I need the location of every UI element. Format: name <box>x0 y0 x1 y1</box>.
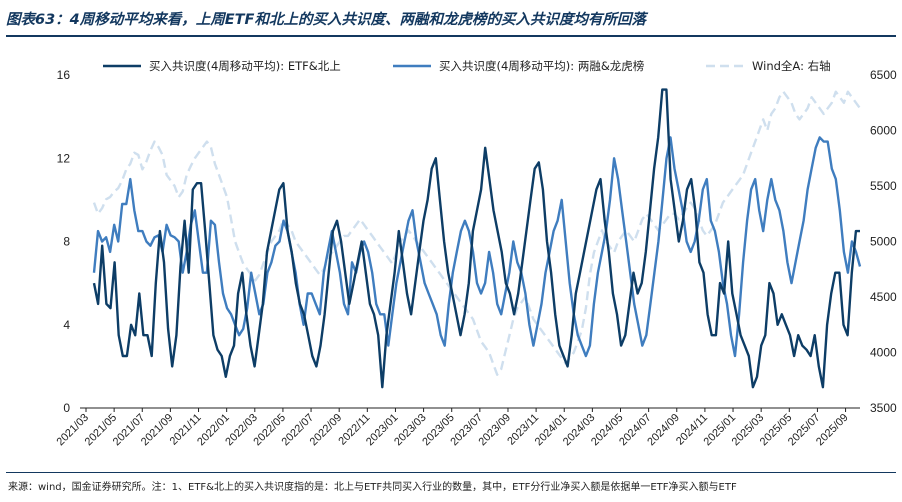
legend-label-3: Wind全A: 右轴 <box>752 59 831 73</box>
y-right-tick-label: 5000 <box>870 235 897 249</box>
title-divider <box>6 35 896 37</box>
y-left-tick-label: 12 <box>57 151 71 165</box>
series-line-1 <box>92 88 860 389</box>
y-right-tick-label: 4000 <box>870 346 897 360</box>
x-tick-label: 2025/09 <box>814 412 851 449</box>
footer-divider <box>6 472 896 473</box>
legend-label-1: 买入共识度(4周移动平均): ETF&北上 <box>149 59 341 73</box>
y-right-tick-label: 6500 <box>870 68 897 82</box>
y-left-tick-label: 16 <box>57 68 71 82</box>
y-right-tick-label: 4500 <box>870 290 897 304</box>
y-left-tick-label: 0 <box>63 401 70 415</box>
series-line-2 <box>92 136 862 358</box>
line-chart: 048121635004000450050005500600065002021/… <box>55 59 898 449</box>
y-right-tick-label: 3500 <box>870 401 897 415</box>
y-right-tick-label: 6000 <box>870 124 897 138</box>
y-left-tick-label: 8 <box>63 235 70 249</box>
source-note: 来源：wind，国金证券研究所。注：1、ETF&北上的买入共识度指的是：北上与E… <box>8 482 737 493</box>
chart-title: 图表63：4周移动平均来看，上周ETF和北上的买入共识度、两融和龙虎榜的买入共识… <box>6 12 646 28</box>
series-line-3 <box>92 90 861 376</box>
legend-label-2: 买入共识度(4周移动平均): 两融&龙虎榜 <box>439 59 644 73</box>
y-right-tick-label: 5500 <box>870 179 897 193</box>
y-left-tick-label: 4 <box>63 318 70 332</box>
